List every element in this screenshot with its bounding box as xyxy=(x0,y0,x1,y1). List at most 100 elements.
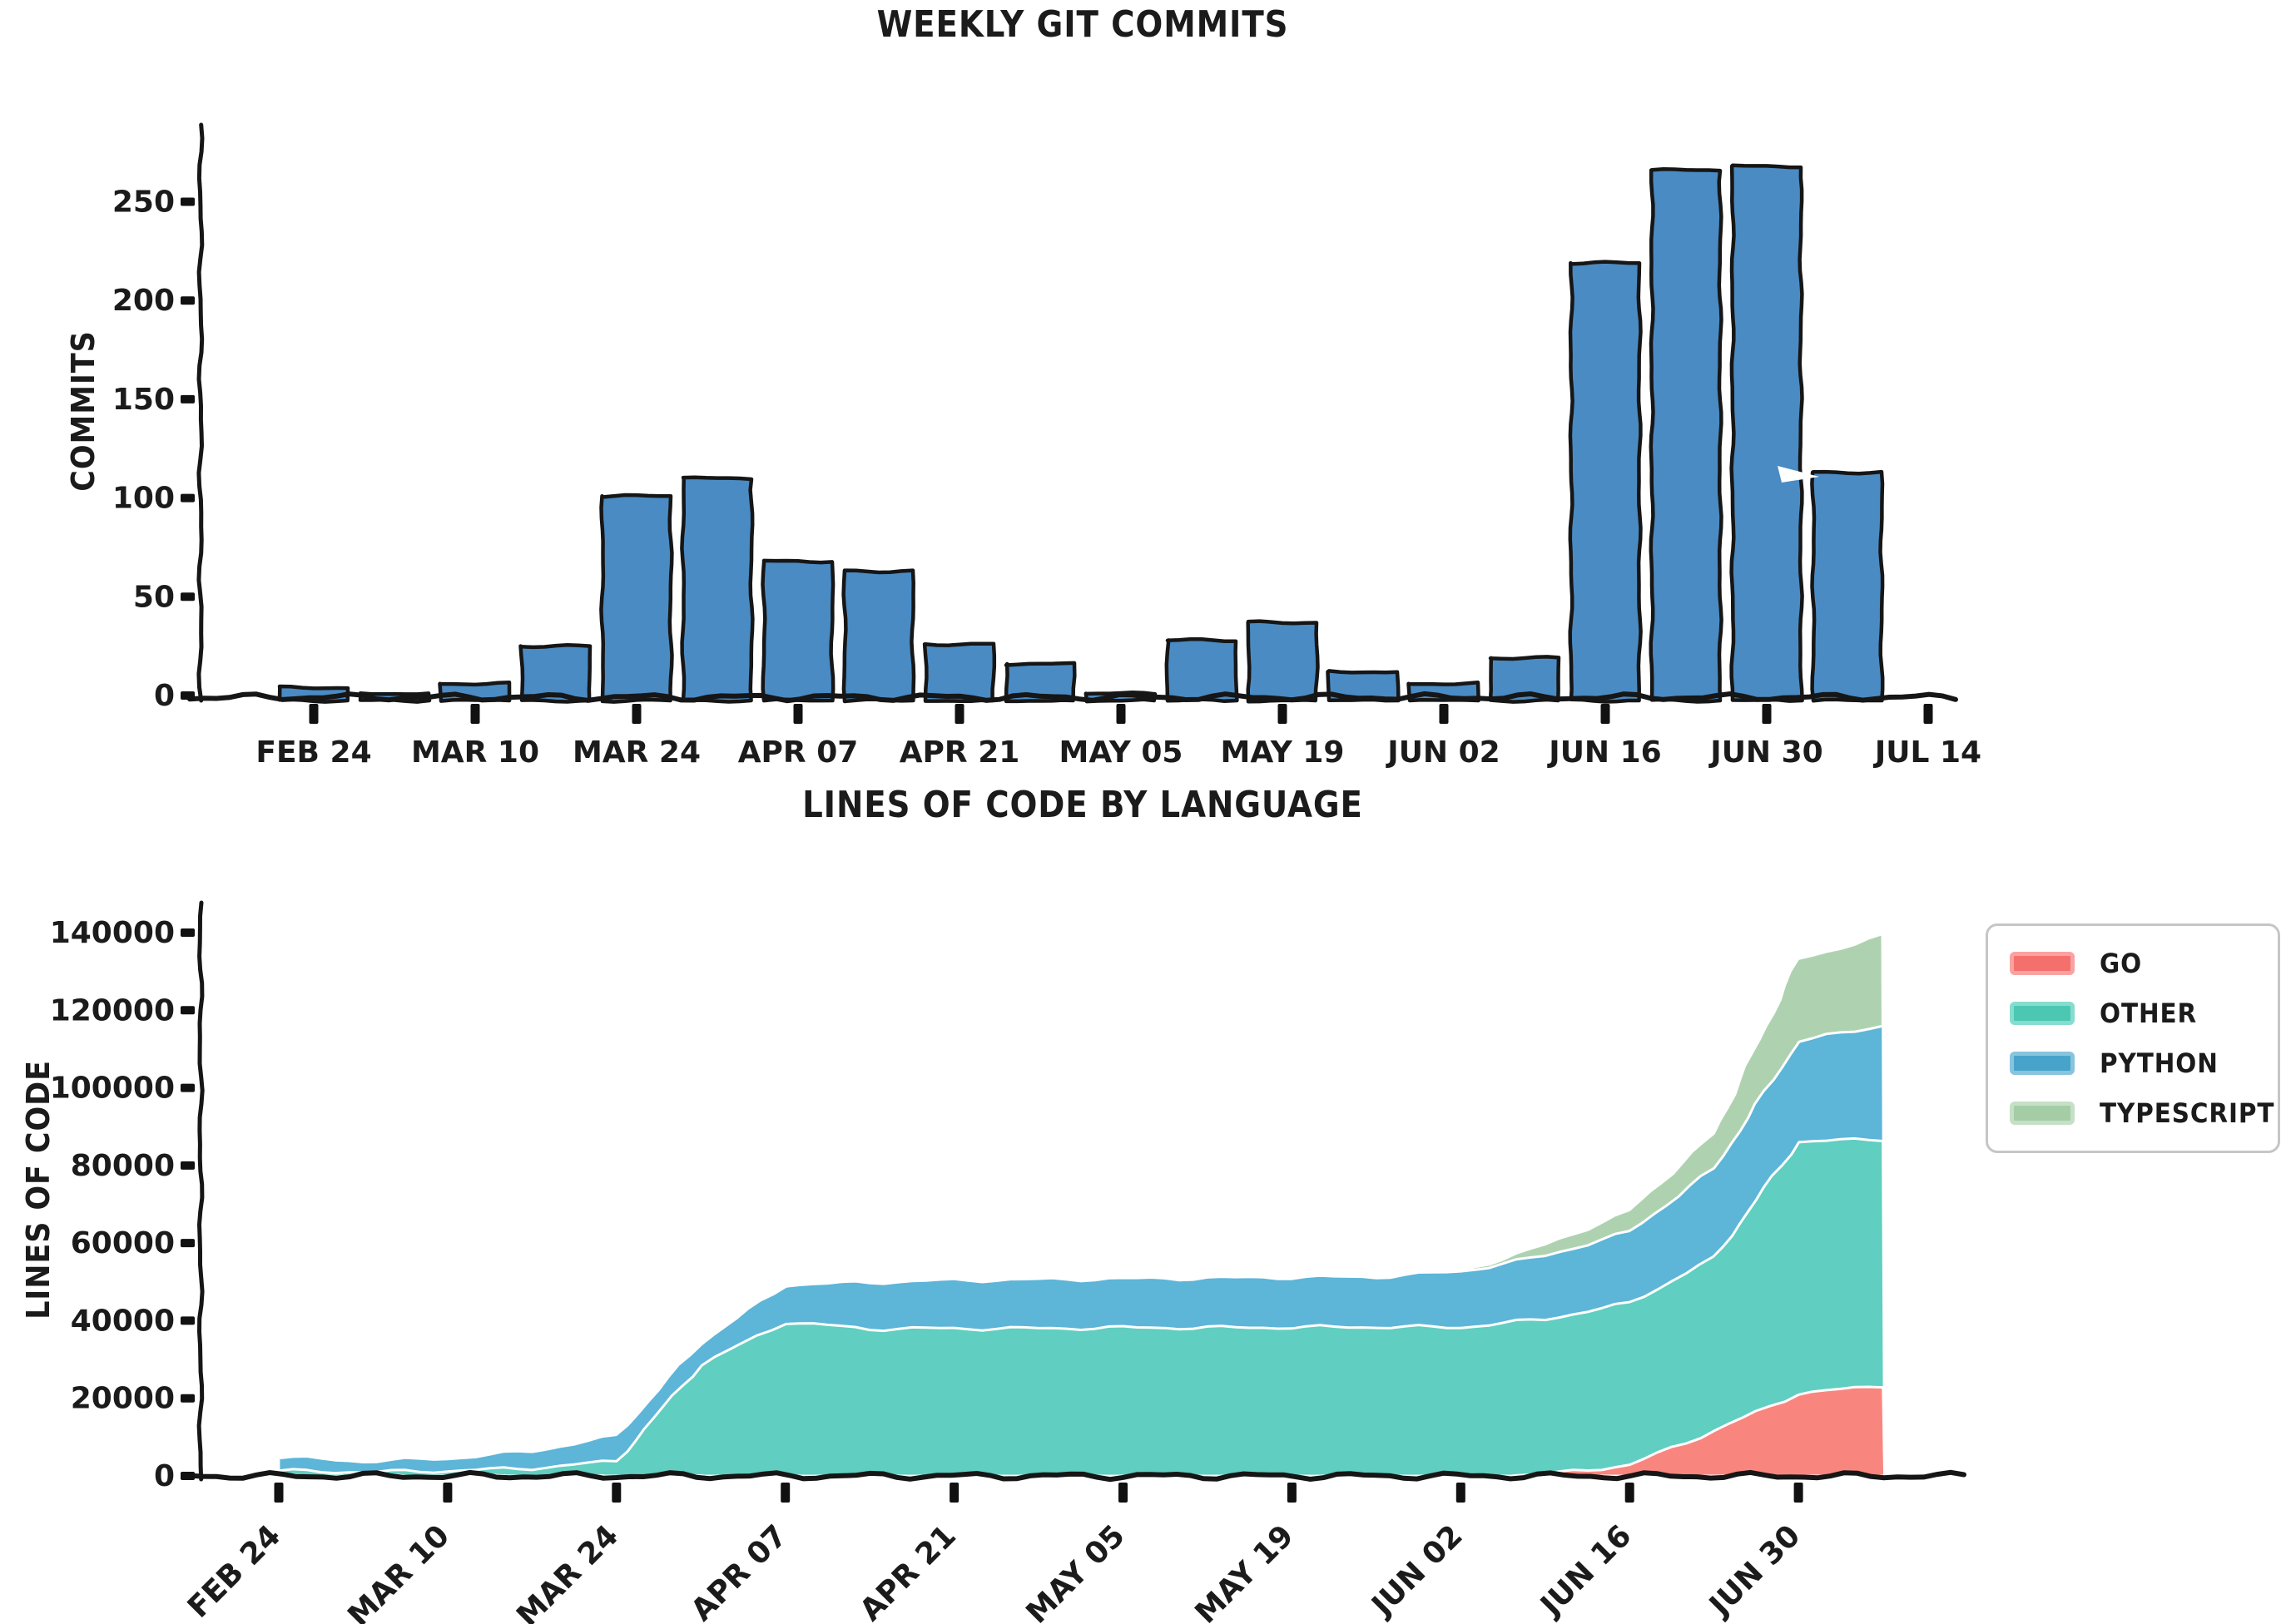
legend-swatch-python xyxy=(2010,1052,2075,1075)
loc-x-tick-label: MAY 05 xyxy=(1020,1518,1132,1624)
commits-x-tick xyxy=(793,704,803,724)
commits-x-tick-label: JUN 30 xyxy=(1708,735,1822,770)
commits-x-tick-label: APR 07 xyxy=(738,735,859,770)
loc-y-tick xyxy=(181,1006,195,1015)
commit-bar-may-19 xyxy=(1246,619,1320,704)
commits-x-tick-label: FEB 24 xyxy=(255,735,371,770)
commits-x-tick-label: MAR 24 xyxy=(573,735,701,770)
loc-axes-group xyxy=(187,900,1966,1483)
commits-x-tick-label: JUN 02 xyxy=(1385,735,1500,770)
area-other xyxy=(277,1136,1887,1478)
commits-y-tick xyxy=(181,296,195,305)
commits-x-tick-label: MAR 10 xyxy=(411,735,539,770)
bar-notch-artifact xyxy=(1778,466,1819,483)
commits-y-tick xyxy=(181,592,195,602)
commits-bar-chart-canvas: 0 50 100 150 200 250 FEB 24 MAR 10 MAR 24 APR 07 A… xyxy=(112,122,1981,770)
loc-y-tick-label: 140000 xyxy=(50,916,175,950)
commits-x-tick xyxy=(309,704,319,724)
loc-y-tick-label: 60000 xyxy=(71,1226,175,1260)
commits-y-ticks-group: 0 50 100 150 200 250 xyxy=(112,186,195,713)
legend-item-python: PYTHON xyxy=(2010,1047,2261,1079)
commit-bar-mar-24 xyxy=(599,493,674,704)
loc-x-tick xyxy=(1287,1483,1297,1503)
commit-bar-jul-07 xyxy=(1810,469,1885,703)
commit-bar-apr-28 xyxy=(1004,661,1077,704)
loc-x-tick xyxy=(1624,1483,1634,1503)
loc-y-tick-label: 40000 xyxy=(71,1304,175,1338)
loc-x-axis-line xyxy=(187,1469,1966,1483)
legend-label-other: OTHER xyxy=(2100,998,2198,1029)
commits-x-tick xyxy=(1439,704,1449,724)
legend-swatch-typescript xyxy=(2010,1102,2075,1125)
commit-bar-jun-16 xyxy=(1568,260,1643,704)
loc-areas-group xyxy=(277,933,1887,1479)
loc-y-tick-label: 80000 xyxy=(71,1149,175,1183)
legend-swatch-other xyxy=(2010,1002,2075,1025)
commit-bar-jun-23 xyxy=(1649,167,1723,704)
commits-x-tick-label: JUL 14 xyxy=(1872,735,1981,770)
commits-x-tick-label: MAY 05 xyxy=(1059,735,1183,770)
loc-x-tick xyxy=(443,1483,453,1503)
legend-label-typescript: TYPESCRIPT xyxy=(2100,1097,2275,1129)
loc-x-ticks-group: FEB 24 MAR 10 MAR 24 APR 07 APR 21 MAY 05 MAY … xyxy=(181,1483,1808,1624)
commits-x-tick xyxy=(1277,704,1287,724)
legend-item-typescript: TYPESCRIPT xyxy=(2010,1097,2274,1129)
loc-y-tick xyxy=(181,928,195,937)
commits-y-axis-line xyxy=(196,122,205,703)
commits-y-tick-label: 100 xyxy=(112,482,175,516)
legend-label-python: PYTHON xyxy=(2100,1047,2219,1079)
loc-y-tick xyxy=(181,1161,195,1170)
loc-x-tick xyxy=(950,1483,960,1503)
loc-x-tick-label: MAR 24 xyxy=(510,1518,625,1624)
commits-y-tick xyxy=(181,493,195,503)
commits-y-tick xyxy=(181,394,195,404)
commit-bar-apr-07 xyxy=(761,558,836,703)
loc-chart-legend: GO OTHER PYTHON TYPESCRIPT xyxy=(1986,923,2280,1153)
loc-y-tick-label: 0 xyxy=(154,1459,175,1493)
commits-y-tick-label: 50 xyxy=(133,580,175,614)
loc-x-tick xyxy=(1118,1483,1128,1503)
commit-bar-mar-31 xyxy=(680,475,755,704)
loc-x-tick xyxy=(1793,1483,1803,1503)
commits-chart-title: WEEKLY GIT COMMITS xyxy=(876,3,1289,46)
commit-bar-apr-21 xyxy=(922,641,997,703)
loc-y-axis-line xyxy=(196,900,205,1482)
loc-x-tick-label: FEB 24 xyxy=(181,1518,287,1624)
commits-x-tick xyxy=(1762,704,1772,724)
loc-x-tick-label: JUN 30 xyxy=(1702,1518,1808,1624)
commit-bar-apr-14 xyxy=(841,568,916,704)
loc-y-tick xyxy=(181,1239,195,1248)
loc-x-tick xyxy=(612,1483,622,1503)
commits-x-ticks-group: FEB 24 MAR 10 MAR 24 APR 07 APR 21 MAY 05 MAY … xyxy=(255,704,1981,770)
commits-y-tick-label: 200 xyxy=(112,284,175,318)
commits-x-tick xyxy=(632,704,642,724)
legend-label-go: GO xyxy=(2100,948,2143,979)
loc-area-chart-canvas: 0 20000 40000 60000 80000 100000 120000 140000 F… xyxy=(50,900,1966,1624)
commits-x-axis-line xyxy=(187,691,1958,704)
loc-chart-title: LINES OF CODE BY LANGUAGE xyxy=(802,784,1363,826)
commits-y-tick-label: 0 xyxy=(154,679,175,713)
commits-y-tick-label: 150 xyxy=(112,383,175,417)
loc-y-tick-label: 20000 xyxy=(71,1382,175,1416)
loc-x-tick-label: JUN 16 xyxy=(1533,1518,1639,1624)
loc-y-tick xyxy=(181,1472,195,1480)
loc-y-tick-label: 120000 xyxy=(50,993,175,1027)
loc-y-tick-label: 100000 xyxy=(50,1072,175,1106)
commits-x-tick-label: APR 21 xyxy=(900,735,1020,770)
commit-bars-group xyxy=(277,163,1885,704)
loc-x-tick-label: MAR 10 xyxy=(341,1518,456,1624)
legend-item-other: OTHER xyxy=(2010,998,2261,1029)
commits-axes-group xyxy=(187,122,1958,704)
loc-x-tick-label: APR 21 xyxy=(854,1518,963,1624)
commit-bar-may-12 xyxy=(1164,636,1239,704)
loc-x-tick xyxy=(274,1483,284,1503)
loc-x-tick xyxy=(781,1483,791,1503)
legend-item-go: GO xyxy=(2010,948,2261,979)
commits-x-tick xyxy=(470,704,480,724)
commits-x-tick xyxy=(1600,704,1610,724)
commits-x-tick xyxy=(955,704,965,724)
commits-y-tick xyxy=(181,691,195,700)
commits-x-tick-label: MAY 19 xyxy=(1221,735,1345,770)
commits-x-tick xyxy=(1116,704,1126,724)
commits-x-tick-label: JUN 16 xyxy=(1546,735,1661,770)
